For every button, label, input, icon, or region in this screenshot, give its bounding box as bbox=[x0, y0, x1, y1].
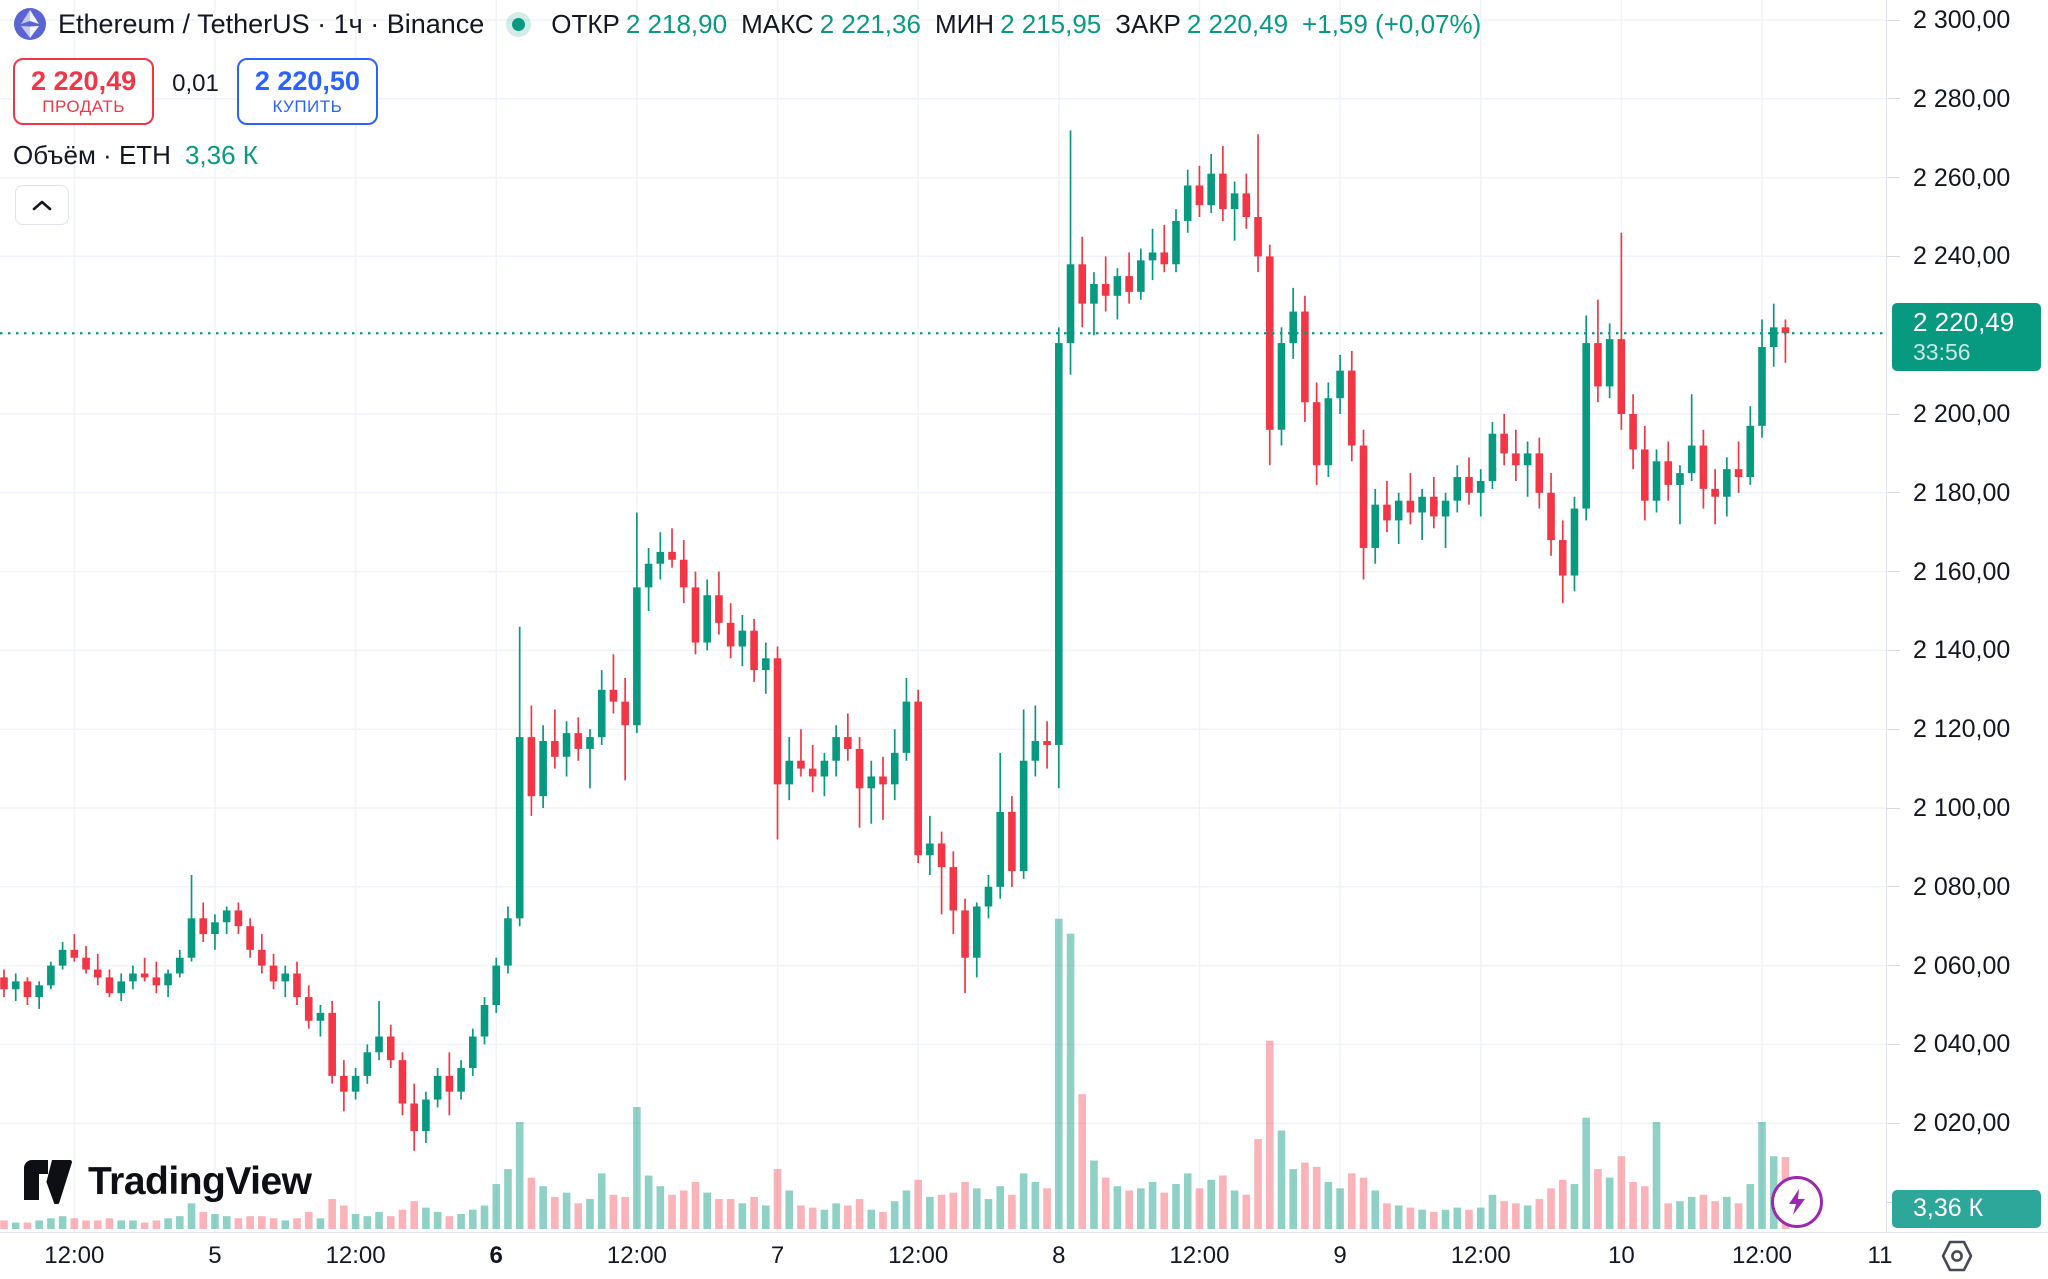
tradingview-logo-icon bbox=[24, 1160, 72, 1204]
symbol-title[interactable]: Ethereum / TetherUS · 1ч · Binance bbox=[58, 8, 485, 39]
price-axis-tick bbox=[1887, 19, 1900, 21]
time-axis-label: 7 bbox=[770, 1242, 785, 1269]
ethereum-logo-icon bbox=[14, 8, 46, 40]
buy-price: 2 220,50 bbox=[254, 66, 360, 96]
price-axis-tick bbox=[1887, 1043, 1900, 1045]
lightning-button[interactable] bbox=[1771, 1176, 1823, 1228]
close-label: ЗАКР bbox=[1115, 8, 1181, 39]
gear-icon[interactable] bbox=[1938, 1238, 1976, 1274]
time-axis-label: 12:00 bbox=[1731, 1242, 1793, 1269]
collapse-panel-button[interactable] bbox=[15, 185, 69, 225]
open-label: ОТКР bbox=[551, 8, 620, 39]
candlestick-chart[interactable] bbox=[0, 0, 1886, 1232]
price-axis-tick bbox=[1887, 965, 1900, 967]
close-value: 2 220,49 bbox=[1186, 8, 1289, 39]
volume-axis-badge: 3,36 К bbox=[1892, 1190, 2041, 1228]
price-axis-label: 2 060,00 bbox=[1913, 951, 2011, 980]
low-label: МИН bbox=[934, 8, 995, 39]
open-value: 2 218,90 bbox=[625, 8, 728, 39]
price-axis-label: 2 020,00 bbox=[1913, 1109, 2011, 1138]
time-axis-label: 6 bbox=[489, 1242, 503, 1269]
volume-legend: Объём · ETH 3,36 К bbox=[13, 140, 258, 171]
buy-button[interactable]: 2 220,50 КУПИТЬ bbox=[236, 58, 378, 125]
price-axis-label: 2 280,00 bbox=[1913, 84, 2011, 113]
trade-buttons-row: 2 220,49 ПРОДАТЬ 0,01 2 220,50 КУПИТЬ bbox=[13, 58, 378, 125]
price-axis-label: 2 040,00 bbox=[1913, 1030, 2011, 1059]
bar-countdown: 33:56 bbox=[1913, 339, 1971, 366]
current-price-value: 2 220,49 bbox=[1913, 307, 2015, 338]
price-axis-tick bbox=[1887, 492, 1900, 494]
price-axis-label: 2 120,00 bbox=[1913, 715, 2011, 744]
price-axis-label: 2 160,00 bbox=[1913, 557, 2011, 586]
price-axis-label: 2 100,00 bbox=[1913, 794, 2011, 822]
high-label: МАКС bbox=[741, 8, 814, 39]
current-price-badge: 2 220,49 33:56 bbox=[1892, 303, 2041, 372]
price-axis-label: 2 240,00 bbox=[1913, 242, 2011, 271]
price-axis-label: 2 300,00 bbox=[1913, 6, 2011, 34]
price-axis-tick bbox=[1887, 98, 1900, 100]
buy-label: КУПИТЬ bbox=[272, 97, 343, 117]
price-axis-label: 2 140,00 bbox=[1913, 636, 2011, 665]
price-axis-tick bbox=[1887, 413, 1900, 415]
time-axis-label: 12:00 bbox=[325, 1242, 386, 1269]
price-axis[interactable]: 2 300,00 2 280,00 2 260,00 2 240,00 2 200,00… bbox=[1886, 0, 2048, 1232]
price-axis-tick bbox=[1887, 728, 1900, 730]
price-axis-label: 2 200,00 bbox=[1913, 400, 2011, 428]
ohlc-legend: ОТКР 2 218,90 МАКС 2 221,36 МИН 2 215,95… bbox=[551, 9, 1481, 40]
spread-value: 0,01 bbox=[172, 70, 219, 98]
low-value: 2 215,95 bbox=[1000, 8, 1102, 39]
price-axis-tick bbox=[1887, 649, 1900, 651]
price-axis-tick bbox=[1887, 886, 1900, 888]
time-axis-label: 12:00 bbox=[606, 1242, 667, 1269]
market-status-dot[interactable] bbox=[512, 17, 526, 31]
volume-label: Объём · ETH bbox=[13, 140, 171, 170]
lightning-icon bbox=[1789, 1189, 1805, 1215]
sell-label: ПРОДАТЬ bbox=[42, 97, 125, 117]
time-axis-label: 5 bbox=[208, 1242, 222, 1269]
price-axis-label: 2 260,00 bbox=[1913, 163, 2011, 192]
high-value: 2 221,36 bbox=[819, 8, 921, 39]
price-axis-tick bbox=[1887, 177, 1900, 179]
price-axis-tick bbox=[1887, 1122, 1900, 1124]
sell-price: 2 220,49 bbox=[31, 66, 137, 96]
price-axis-label: 2 080,00 bbox=[1913, 872, 2011, 901]
chevron-up-icon bbox=[32, 200, 52, 210]
price-axis-tick bbox=[1887, 255, 1900, 257]
sell-button[interactable]: 2 220,49 ПРОДАТЬ bbox=[13, 58, 155, 125]
volume-value: 3,36 К bbox=[184, 140, 258, 170]
tradingview-logo-text: TradingView bbox=[88, 1160, 312, 1203]
time-axis-label: 12:00 bbox=[44, 1242, 105, 1269]
time-axis-label: 12:00 bbox=[888, 1242, 949, 1269]
chart-header: Ethereum / TetherUS · 1ч · Binance ОТКР … bbox=[14, 8, 1481, 40]
time-axis[interactable]: 12:00 5 12:00 6 12:00 7 12:00 8 12:00 9 12:00 10 12:… bbox=[0, 1232, 2048, 1279]
time-axis-label: 12:00 bbox=[1169, 1242, 1230, 1269]
time-axis-label: 10 bbox=[1608, 1242, 1635, 1269]
price-axis-tick bbox=[1887, 807, 1900, 809]
time-axis-label: 11 bbox=[1867, 1242, 1893, 1269]
time-axis-label: 12:00 bbox=[1450, 1242, 1511, 1269]
price-axis-tick bbox=[1887, 571, 1900, 573]
price-axis-label: 2 180,00 bbox=[1913, 478, 2011, 507]
tradingview-watermark[interactable]: TradingView bbox=[22, 1158, 312, 1206]
time-axis-label: 8 bbox=[1052, 1242, 1066, 1269]
change-value: +1,59 (+0,07%) bbox=[1302, 8, 1482, 39]
time-axis-label: 9 bbox=[1333, 1242, 1347, 1269]
